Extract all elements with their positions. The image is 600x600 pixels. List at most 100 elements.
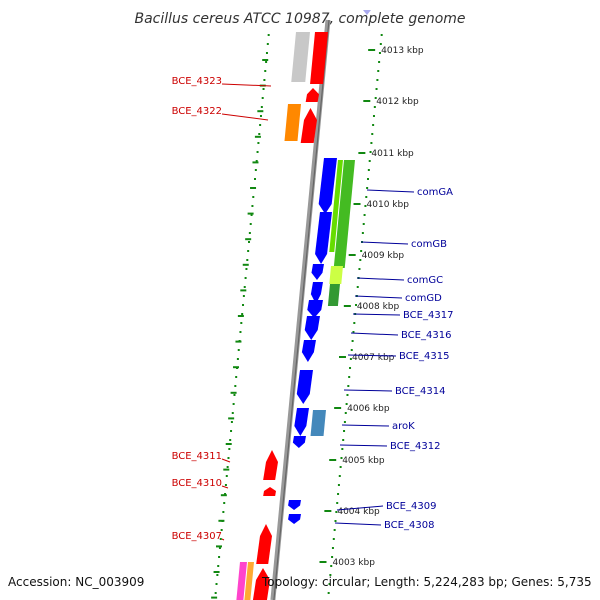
scale-dot (360, 250, 363, 252)
leader-line (350, 332, 399, 336)
reverse-gene-label: BCE_4312 (390, 441, 440, 452)
leader-line (360, 241, 409, 245)
scale-dot (350, 349, 353, 351)
scale-dot (376, 79, 379, 81)
scale-dot (218, 556, 221, 558)
reverse-gene-label: BCE_4315 (399, 351, 449, 362)
reverse-gene-label: aroK (392, 421, 415, 432)
scale-dot (379, 43, 382, 45)
gene-labels: BCE_4323 BCE_4322 BCE_4311 BCE_4310 BCE_4307… (172, 10, 453, 542)
gene-grey (291, 32, 310, 82)
scale-dot (362, 223, 365, 225)
scale-dot (368, 160, 371, 162)
scale-dot (240, 322, 243, 324)
scale-dot (259, 124, 262, 126)
scale-dot (335, 511, 338, 513)
scale-dot (218, 547, 221, 549)
scale-dot (249, 223, 252, 225)
scale-dot (234, 385, 237, 387)
scale-dot (214, 592, 217, 594)
accession-text: Accession: NC_003909 (8, 575, 144, 589)
gene-magenta (236, 562, 247, 600)
gene-blue (301, 340, 316, 362)
kbp-label: 4013 kbp (381, 46, 424, 56)
scale-dot (340, 457, 343, 459)
map-title: Bacillus cereus ATCC 10987, complete gen… (134, 11, 465, 27)
forward-gene-label: BCE_4311 (172, 451, 222, 462)
scale-dot (349, 367, 352, 369)
kbp-label: 4012 kbp (376, 97, 419, 107)
leader-line (356, 277, 405, 281)
scale-dot (375, 88, 378, 90)
gene-red-small (305, 88, 319, 102)
gene-orange (244, 562, 254, 600)
scale-dot (229, 439, 232, 441)
scale-dot (378, 52, 381, 54)
scale-dot (358, 268, 361, 270)
scale-dot (369, 151, 372, 153)
scale-dot (241, 313, 244, 315)
leader-line (347, 354, 397, 357)
scale-dot (337, 484, 340, 486)
scale-dot (331, 556, 334, 558)
scale-dot (251, 205, 254, 207)
scale-dot (263, 79, 266, 81)
gene-features (236, 32, 355, 600)
scale-dot (370, 142, 373, 144)
scale-dot (217, 565, 220, 567)
scale-dot (224, 484, 227, 486)
scale-dot (365, 196, 368, 198)
scale-dot (336, 502, 339, 504)
scale-dot (228, 448, 231, 450)
scale-dot (258, 133, 261, 135)
scale-dot (349, 358, 352, 360)
forward-gene-label: BCE_4323 (172, 76, 222, 87)
scale-dot (219, 538, 222, 540)
scale-dot (372, 115, 375, 117)
leader-line (221, 458, 231, 463)
reverse-gene-label: BCE_4309 (386, 501, 436, 512)
scale-dot (237, 349, 240, 351)
scale-dot (227, 457, 230, 459)
scale-dot (359, 259, 362, 261)
gene-bce4309 (288, 500, 301, 510)
scale-dot (329, 574, 332, 576)
leader-line (221, 83, 272, 87)
scale-dot (242, 304, 245, 306)
leader-line (339, 444, 388, 447)
scale-dot (267, 34, 270, 36)
genome-backbone (270, 19, 331, 600)
topology-text: Topology: circular; Length: 5,224,283 bp… (261, 575, 592, 589)
scale-dot (223, 502, 226, 504)
scale-dot (328, 583, 331, 585)
forward-gene-label: BCE_4322 (172, 106, 222, 117)
forward-gene-label: BCE_4307 (172, 531, 222, 542)
scale-dot (230, 430, 233, 432)
gene-comGA (329, 160, 343, 252)
gene-comGD (327, 284, 340, 306)
gene-arok (310, 410, 326, 436)
gene-blue (310, 282, 323, 304)
leader-line (352, 313, 401, 316)
reverse-gene-label: BCE_4308 (384, 520, 434, 531)
scale-dot (235, 376, 238, 378)
scale-dot (230, 421, 233, 423)
scale-dot (333, 529, 336, 531)
scale-dot (233, 394, 236, 396)
gene-bce4307 (256, 524, 272, 564)
scale-dot (243, 286, 246, 288)
scale-dot (366, 178, 369, 180)
scale-dot (372, 124, 375, 126)
scale-dot (348, 376, 351, 378)
scale-dot (260, 106, 263, 108)
scale-dot (347, 385, 350, 387)
backbone-line (270, 19, 331, 600)
scale-dot (344, 412, 347, 414)
scale-dot (265, 61, 268, 63)
gene-bce4308 (288, 514, 301, 524)
scale-dot (363, 214, 366, 216)
gene-blue (315, 212, 332, 264)
scale-dot (232, 403, 235, 405)
gene-blue (307, 300, 323, 318)
gene-blue (292, 436, 306, 448)
